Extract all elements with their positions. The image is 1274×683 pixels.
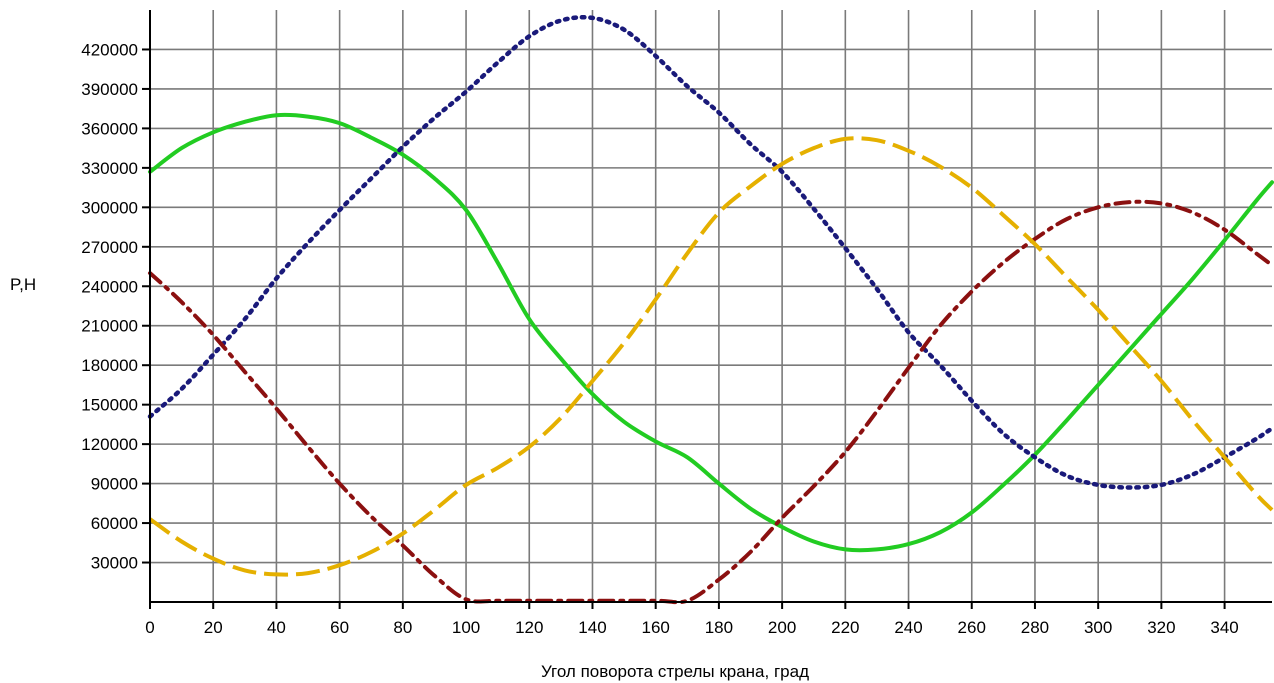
y-tick-label: 120000 [81, 435, 138, 454]
x-tick-label: 340 [1210, 618, 1238, 637]
y-tick-label: 240000 [81, 277, 138, 296]
x-tick-label: 0 [145, 618, 154, 637]
y-tick-label: 300000 [81, 198, 138, 217]
y-tick-label: 390000 [81, 80, 138, 99]
series-line-2-dotted [147, 15, 1274, 490]
x-axis-label: Угол поворота стрелы крана, град [541, 662, 809, 681]
series-layer [147, 15, 1274, 605]
y-tick-label: 30000 [91, 554, 138, 573]
y-tick-label: 180000 [81, 356, 138, 375]
x-tick-label: 160 [642, 618, 670, 637]
y-tick-labels: 30000 60000 90000 120000 150000 180000 210000 2… [81, 40, 138, 572]
y-tick-label: 90000 [91, 475, 138, 494]
series-line-1-solid [148, 112, 1274, 553]
y-axis-label: P,Н [10, 275, 36, 294]
axes [142, 10, 1272, 609]
x-tick-label: 80 [393, 618, 412, 637]
x-tick-label: 200 [768, 618, 796, 637]
x-tick-label: 300 [1084, 618, 1112, 637]
x-tick-label: 220 [831, 618, 859, 637]
series-line-4-dashed [148, 136, 1274, 577]
y-tick-label: 420000 [81, 40, 138, 59]
series-line-3-dashdot [148, 199, 1274, 605]
x-tick-label: 100 [452, 618, 480, 637]
y-tick-label: 270000 [81, 238, 138, 257]
y-tick-label: 60000 [91, 514, 138, 533]
y-tick-label: 330000 [81, 159, 138, 178]
x-tick-label: 180 [705, 618, 733, 637]
x-tick-label: 240 [894, 618, 922, 637]
x-tick-label: 20 [204, 618, 223, 637]
x-tick-label: 40 [267, 618, 286, 637]
y-tick-label: 150000 [81, 396, 138, 415]
x-tick-label: 320 [1147, 618, 1175, 637]
y-tick-label: 360000 [81, 119, 138, 138]
x-tick-label: 60 [330, 618, 349, 637]
y-tick-label: 210000 [81, 317, 138, 336]
x-tick-labels: 0 20 40 60 80 100 120 140 160 180 200 220 240 260 280 3… [145, 618, 1239, 637]
x-tick-label: 280 [1021, 618, 1049, 637]
x-tick-label: 260 [958, 618, 986, 637]
x-tick-label: 140 [578, 618, 606, 637]
x-tick-label: 120 [515, 618, 543, 637]
grid [150, 10, 1272, 602]
